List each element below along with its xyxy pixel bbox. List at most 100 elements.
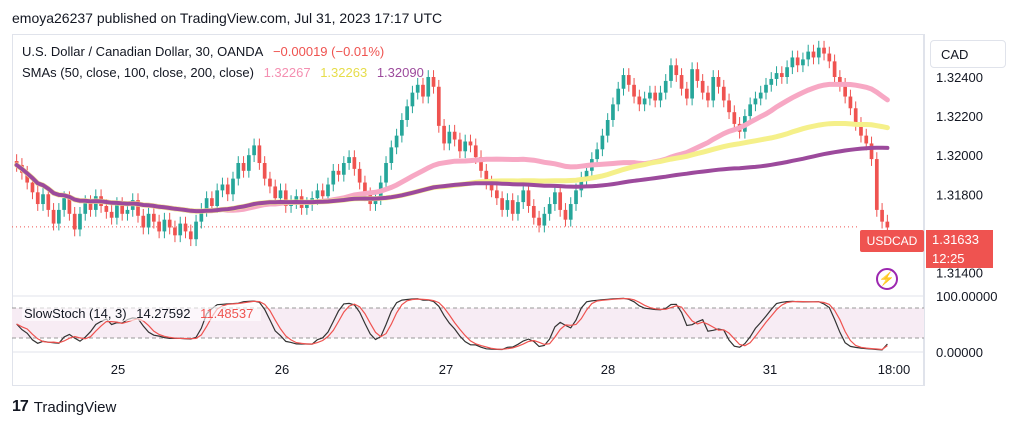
candle xyxy=(816,40,821,65)
candle xyxy=(268,171,272,194)
candle xyxy=(859,117,863,143)
candle xyxy=(447,124,452,151)
candle xyxy=(225,177,230,202)
candle xyxy=(706,85,710,108)
candle xyxy=(663,74,668,100)
candle xyxy=(674,58,679,82)
y-tick-label: 1.32400 xyxy=(936,70,983,85)
x-tick-label: 18:00 xyxy=(878,362,911,377)
candle xyxy=(721,79,726,108)
candle xyxy=(880,203,884,229)
stoch-d-value: 11.48537 xyxy=(200,306,254,321)
candle xyxy=(563,203,568,227)
candle xyxy=(626,68,631,92)
candle xyxy=(463,134,468,159)
candle xyxy=(394,128,399,155)
sma100-value: 1.32263 xyxy=(320,65,368,80)
candle xyxy=(711,70,716,108)
sma-legend: SMAs (50, close, 100, close, 200, close)… xyxy=(22,65,430,80)
candle xyxy=(611,97,615,127)
y-tick-label: 1.32200 xyxy=(936,109,983,124)
candle xyxy=(51,203,56,231)
candle xyxy=(848,89,853,116)
candle xyxy=(579,171,584,198)
published-header: emoya26237 published on TradingView.com,… xyxy=(12,10,443,26)
candle xyxy=(537,210,541,233)
stoch-legend: SlowStoch (14, 3) 14.27592 11.48537 xyxy=(22,306,262,321)
stoch-d-line xyxy=(16,297,888,351)
candle xyxy=(236,156,241,186)
candle xyxy=(41,187,45,211)
candle xyxy=(231,171,235,202)
candle xyxy=(727,93,731,120)
candle xyxy=(173,220,177,243)
sma-lines xyxy=(14,81,890,214)
x-tick-label: 25 xyxy=(111,362,125,377)
candle xyxy=(653,85,658,108)
candle xyxy=(806,44,811,67)
candle xyxy=(500,191,504,217)
stoch-tick-label: 0.00000 xyxy=(936,345,983,360)
candle xyxy=(199,203,204,229)
y-tick-label: 1.31800 xyxy=(936,187,983,202)
sma50-value: 1.32267 xyxy=(263,65,311,80)
stoch-label: SlowStoch (14, 3) xyxy=(24,306,127,321)
candle xyxy=(146,206,151,235)
badge-symbol: USDCAD xyxy=(860,230,924,252)
candle xyxy=(415,77,420,100)
candle xyxy=(521,183,526,209)
candle xyxy=(479,150,483,178)
candle xyxy=(811,44,816,65)
currency-label: CAD xyxy=(941,46,969,62)
candle xyxy=(669,58,673,88)
footer-logo[interactable]: 17 TradingView xyxy=(12,398,116,416)
lightning-icon[interactable]: ⚡ xyxy=(876,268,898,290)
candle xyxy=(136,193,140,223)
candle xyxy=(389,140,394,170)
candle xyxy=(642,91,647,112)
candle xyxy=(769,72,774,92)
candle xyxy=(716,70,721,94)
sma200-line xyxy=(14,145,890,214)
candle xyxy=(542,206,547,233)
candle xyxy=(822,40,826,61)
candle xyxy=(621,68,626,96)
candle xyxy=(46,187,51,217)
price-axis-divider xyxy=(924,34,925,386)
candle xyxy=(468,134,473,153)
candle xyxy=(843,77,847,104)
candle xyxy=(764,77,768,100)
candle xyxy=(25,165,30,190)
stoch-tick-label: 100.00000 xyxy=(936,289,997,304)
candle xyxy=(109,205,114,225)
candle xyxy=(700,74,705,100)
candle xyxy=(790,50,795,75)
candle xyxy=(795,50,800,73)
candle xyxy=(495,183,499,206)
currency-selector[interactable]: CAD xyxy=(930,40,1006,68)
candle xyxy=(141,208,146,235)
candle xyxy=(262,156,267,186)
candle xyxy=(331,163,336,192)
candle xyxy=(458,132,462,159)
stoch-k-value: 14.27592 xyxy=(136,306,191,321)
candle xyxy=(442,119,446,151)
candle xyxy=(616,81,621,112)
candle xyxy=(426,70,431,104)
candle xyxy=(695,62,700,88)
x-tick-label: 27 xyxy=(439,362,453,377)
brand-name: TradingView xyxy=(33,398,117,416)
axis-labels: 1.32400 1.32200 1.32000 1.31800 1.31400 100.0… xyxy=(111,70,998,377)
candle xyxy=(801,52,805,73)
badge-countdown: 12:25 xyxy=(926,250,993,268)
candle xyxy=(246,148,251,178)
candle xyxy=(531,199,536,225)
candle xyxy=(120,197,125,221)
candle xyxy=(595,142,599,166)
candle xyxy=(294,189,299,209)
candle xyxy=(252,138,256,163)
candle xyxy=(72,206,77,237)
candle xyxy=(220,177,225,198)
candle xyxy=(648,85,652,106)
